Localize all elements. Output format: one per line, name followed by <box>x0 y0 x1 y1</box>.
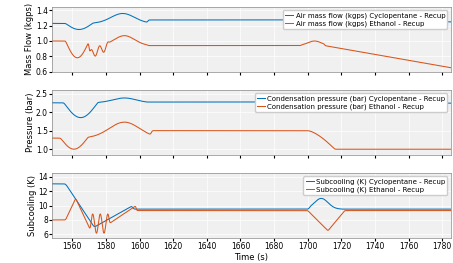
Legend: Air mass flow (kgps) Cyclopentane - Recup, Air mass flow (kgps) Ethanol - Recup: Air mass flow (kgps) Cyclopentane - Recu… <box>283 10 447 29</box>
Y-axis label: Mass Flow (kgps): Mass Flow (kgps) <box>25 3 34 75</box>
Legend: Condensation pressure (bar) Cyclopentane - Recup, Condensation pressure (bar) Et: Condensation pressure (bar) Cyclopentane… <box>255 93 447 112</box>
Y-axis label: Subcooling (K): Subcooling (K) <box>28 175 37 236</box>
Y-axis label: Pressure (bar): Pressure (bar) <box>25 93 34 152</box>
X-axis label: Time (s): Time (s) <box>234 252 269 262</box>
Legend: Subcooling (K) Cyclopentane - Recup, Subcooling (K) Ethanol - Recup: Subcooling (K) Cyclopentane - Recup, Sub… <box>304 176 447 195</box>
